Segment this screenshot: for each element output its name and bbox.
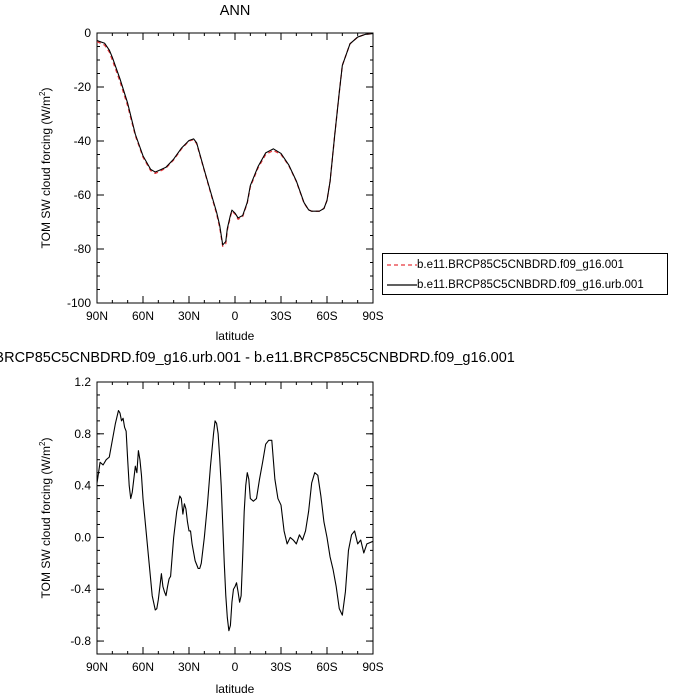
y-tick-label: -20 <box>74 80 92 94</box>
y-axis-label-bottom: TOM SW cloud forcing (W/m2) <box>38 438 53 599</box>
plot-frame-bottom <box>96 381 374 655</box>
x-tick-label: 30N <box>178 660 200 674</box>
x-tick-label: 90N <box>86 660 108 674</box>
y-tick-label: -80 <box>74 242 92 256</box>
y-tick-label: 0.0 <box>74 530 91 544</box>
legend-item-control: b.e11.BRCP85C5CNBDRD.f09_g16.001 <box>383 255 667 275</box>
x-axis-label-top: latitude <box>216 329 255 343</box>
panel-bottom: b.e11.BRCP85C5CNBDRD.f09_g16.urb.001 - b… <box>0 350 515 696</box>
y-tick-label: 1.2 <box>74 375 91 389</box>
y-axis-label-top-sup: 2 <box>38 91 47 96</box>
x-tick-label: 60N <box>132 660 154 674</box>
y-axis-label-bottom-sup: 2 <box>38 441 47 446</box>
x-tick-label: 0 <box>232 309 239 323</box>
x-tick-label: 90S <box>362 309 383 323</box>
series-line-0-0 <box>96 32 374 247</box>
x-tick-label: 60S <box>316 309 337 323</box>
y-tick-label: -0.8 <box>70 634 91 648</box>
x-tick-label: 90N <box>86 309 108 323</box>
y-tick-label: -60 <box>74 188 92 202</box>
series-group-top <box>96 32 374 247</box>
x-tick-label: 60N <box>132 309 154 323</box>
y-axis-label-bottom-main: TOM SW cloud forcing (W/m <box>39 446 53 598</box>
legend-label-urb: b.e11.BRCP85C5CNBDRD.f09_g16.urb.001 <box>417 279 644 291</box>
legend-item-urb: b.e11.BRCP85C5CNBDRD.f09_g16.urb.001 <box>383 275 667 295</box>
y-tick-label: -100 <box>67 296 91 310</box>
y-axis-label-top-end: ) <box>39 88 53 92</box>
y-tick-label: 0 <box>84 26 91 40</box>
y-tick-label: -40 <box>74 134 92 148</box>
legend-swatch-dashed-red <box>387 264 417 266</box>
chart-title-bottom: b.e11.BRCP85C5CNBDRD.f09_g16.urb.001 - b… <box>0 350 515 366</box>
x-tick-label: 30S <box>270 660 291 674</box>
axis-ticks-bottom: 90N 60N 30N 0 30S 60S 90S 1.2 0.8 0.4 0.0 -0.4 -0.8 <box>70 375 383 674</box>
y-tick-label: 0.4 <box>74 479 91 493</box>
legend: b.e11.BRCP85C5CNBDRD.f09_g16.001 b.e11.B… <box>382 253 668 295</box>
x-tick-label: 90S <box>362 660 383 674</box>
y-axis-label-top-main: TOM SW cloud forcing (W/m <box>39 96 53 248</box>
axis-ticks-top: 90N 60N 30N 0 30S 60S 90S 0 -20 -40 -60 -80 -100 <box>67 26 384 323</box>
x-tick-label: 60S <box>316 660 337 674</box>
series-line-0-1 <box>96 32 374 246</box>
y-tick-label: 0.8 <box>74 427 91 441</box>
legend-label-control: b.e11.BRCP85C5CNBDRD.f09_g16.001 <box>417 259 624 271</box>
y-axis-label-bottom-end: ) <box>39 438 53 442</box>
series-group-bottom <box>96 409 374 632</box>
chart-title-top: ANN <box>220 3 251 19</box>
x-tick-label: 0 <box>232 660 239 674</box>
y-axis-label-top: TOM SW cloud forcing (W/m2) <box>38 88 53 249</box>
y-tick-label: -0.4 <box>70 582 91 596</box>
x-tick-label: 30S <box>270 309 291 323</box>
legend-swatch-solid-black <box>387 284 417 286</box>
x-axis-label-bottom: latitude <box>216 682 255 696</box>
x-tick-label: 30N <box>178 309 200 323</box>
series-line-1-0 <box>96 409 374 632</box>
panel-top: ANN 90N 60N 30N 0 30S 60S 90S 0 -20 -40 -60 -80 -100… <box>38 3 384 343</box>
